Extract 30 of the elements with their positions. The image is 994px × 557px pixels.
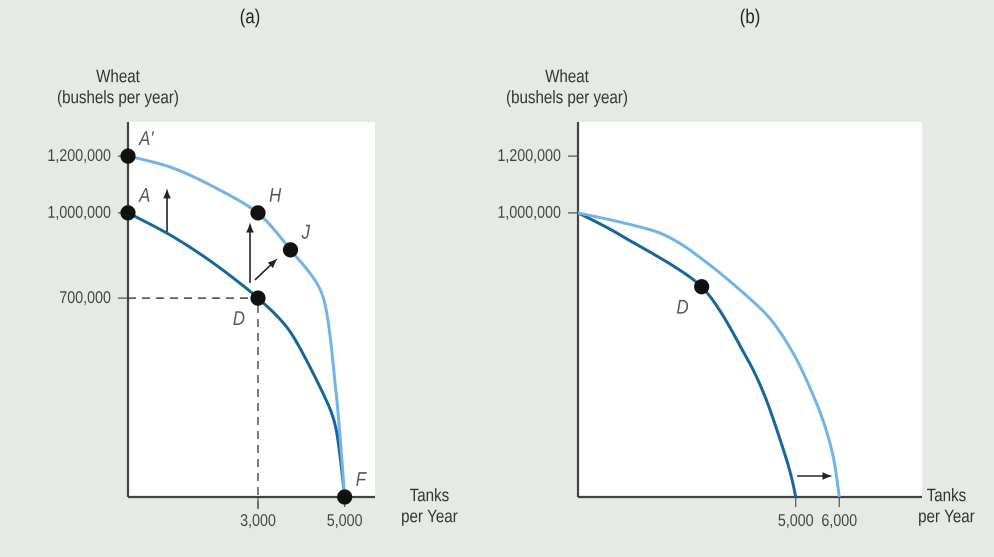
x-axis-title: Tanks per Year (919, 488, 974, 526)
chart-title: (a) (240, 8, 260, 28)
y-tick-label: 1,200,000 (498, 149, 560, 164)
annotation: F (356, 472, 367, 486)
chart-title: (b) (740, 8, 760, 28)
x-tick-label: 6,000 (822, 514, 857, 528)
point (282, 242, 298, 258)
y-tick-label: 1,000,000 (48, 206, 110, 220)
y-tick-label: 1,000,000 (498, 206, 560, 220)
y-tick-label: 1,200,000 (48, 149, 110, 164)
x-axis-title: Tanks per Year (402, 488, 458, 526)
annotation: A' (138, 131, 154, 146)
point (250, 290, 266, 306)
annotation: J (302, 224, 310, 239)
x-tick-label: 5,000 (327, 514, 362, 528)
y-tick-label: 700,000 (60, 291, 110, 306)
annotation: A (138, 188, 150, 202)
annotation: D (676, 300, 688, 314)
x-tick-label: 5,000 (778, 514, 814, 528)
annotation: H (270, 188, 282, 202)
point (120, 205, 136, 221)
y-axis-title: Wheat (bushels per year) (58, 69, 178, 107)
line-series (576, 211, 841, 498)
point (120, 148, 136, 164)
y-axis-title: Wheat (bushels per year) (507, 69, 627, 107)
point (337, 489, 352, 505)
point (250, 205, 266, 221)
annotation: D (233, 311, 244, 325)
x-tick-label: 3,000 (240, 514, 276, 528)
line-series (576, 211, 798, 498)
